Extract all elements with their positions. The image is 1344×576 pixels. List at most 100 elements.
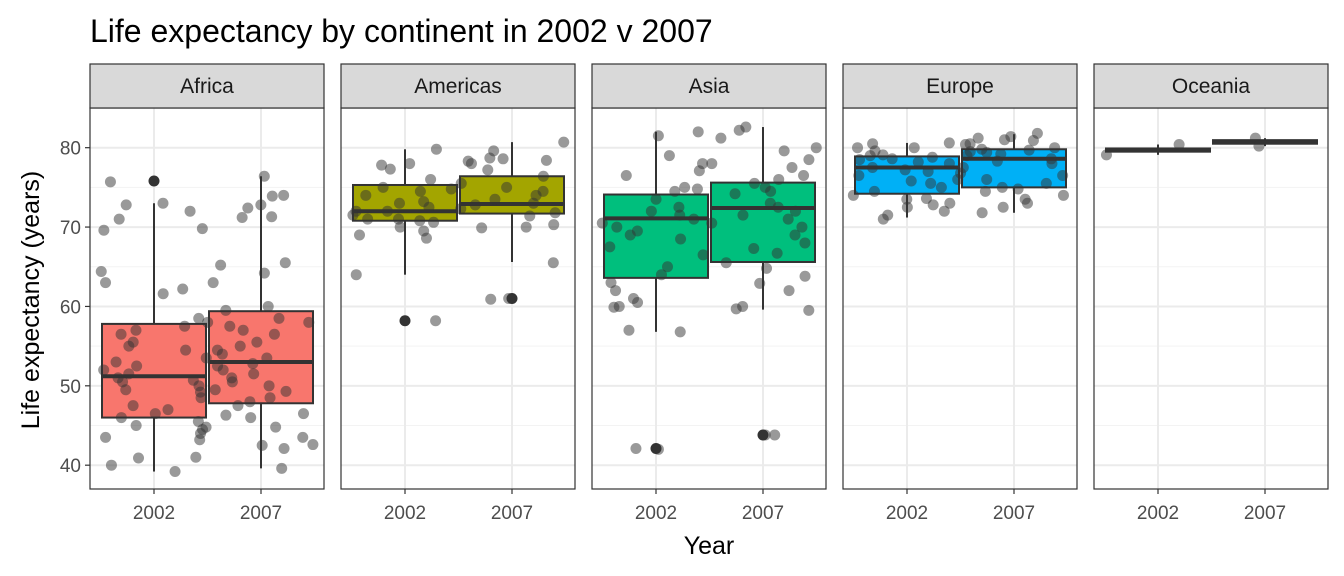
data-point <box>226 376 238 388</box>
data-point <box>376 159 388 171</box>
data-point <box>810 142 822 154</box>
x-tick-label: 2002 <box>133 503 175 524</box>
data-point <box>455 177 467 189</box>
x-tick-label: 2007 <box>240 503 282 524</box>
data-point <box>922 166 934 177</box>
data-point <box>242 202 254 214</box>
data-point <box>729 188 741 200</box>
data-point <box>194 434 206 446</box>
data-point <box>650 193 662 205</box>
x-tick-label: 2007 <box>742 503 784 524</box>
data-point <box>771 247 783 259</box>
data-point <box>675 233 687 245</box>
data-point <box>162 404 174 416</box>
data-point <box>420 232 432 244</box>
data-point <box>803 154 815 166</box>
data-point <box>1021 197 1033 209</box>
data-point <box>604 241 616 253</box>
data-point <box>303 316 315 328</box>
points-oceania-2007 <box>1249 132 1265 152</box>
data-point <box>783 285 795 297</box>
facet-panels: Africa 2002 2007 Americas 2002 2007 Asia 2002 20… <box>89 63 1329 524</box>
data-point <box>149 408 161 420</box>
data-point <box>925 177 937 189</box>
x-tick-label: 2002 <box>886 503 928 524</box>
data-point <box>220 409 232 421</box>
data-point <box>497 153 509 165</box>
facet-oceania: Oceania 2002 2007 <box>1093 63 1329 524</box>
data-point <box>258 170 270 182</box>
data-point <box>251 336 263 348</box>
data-point <box>377 181 389 193</box>
data-point <box>996 181 1008 193</box>
data-point <box>652 443 664 455</box>
data-point <box>901 193 913 205</box>
data-point <box>255 199 267 211</box>
data-point <box>216 348 228 360</box>
data-point <box>236 212 248 224</box>
points-europe-2007 <box>955 127 1069 219</box>
data-point <box>655 269 667 281</box>
data-point <box>692 126 704 138</box>
data-point <box>404 158 416 170</box>
data-point <box>620 169 632 181</box>
data-point <box>414 215 426 227</box>
data-point <box>520 221 532 233</box>
data-point <box>961 150 973 162</box>
data-point <box>959 139 971 151</box>
y-tick-label: 50 <box>60 377 81 398</box>
y-tick-label: 60 <box>60 297 81 318</box>
data-point <box>608 301 620 313</box>
data-point <box>769 429 781 441</box>
y-tick-label: 40 <box>60 456 81 477</box>
data-point <box>527 197 539 209</box>
data-point <box>688 213 700 225</box>
data-point <box>1046 158 1058 170</box>
data-point <box>268 328 280 340</box>
data-point <box>469 199 481 211</box>
data-point <box>115 328 127 340</box>
x-tick-label: 2007 <box>491 503 533 524</box>
data-point <box>778 145 790 157</box>
facet-africa: Africa 2002 2007 <box>89 63 325 524</box>
data-point <box>773 173 785 185</box>
data-point <box>110 356 122 368</box>
data-point <box>524 210 536 222</box>
data-point <box>901 201 913 213</box>
data-point <box>759 429 771 441</box>
data-point <box>877 149 889 161</box>
data-point <box>799 270 811 282</box>
data-point <box>798 169 810 181</box>
data-point <box>232 400 244 412</box>
data-point <box>100 431 112 443</box>
data-point <box>632 296 644 308</box>
data-point <box>105 459 117 471</box>
data-point <box>549 207 561 219</box>
data-point <box>548 219 560 231</box>
data-point <box>558 136 570 148</box>
data-point <box>645 205 657 217</box>
data-point <box>209 384 221 396</box>
data-point <box>360 189 372 201</box>
data-point <box>98 364 110 376</box>
data-point <box>104 176 116 188</box>
data-point <box>184 205 196 217</box>
data-point <box>674 209 686 221</box>
data-point <box>789 205 801 217</box>
data-point <box>425 173 437 185</box>
data-point <box>200 352 212 364</box>
data-point <box>691 183 703 195</box>
box-oceania-2007 <box>1212 138 1318 147</box>
data-point <box>674 326 686 338</box>
points-asia-2007 <box>706 121 822 441</box>
data-point <box>169 466 181 478</box>
data-point <box>1057 189 1069 201</box>
facet-strip-label: Oceania <box>1172 75 1251 98</box>
data-point <box>611 221 623 233</box>
data-point <box>362 213 374 225</box>
data-point <box>127 336 139 348</box>
data-point <box>123 368 135 380</box>
data-point <box>944 197 956 209</box>
data-point <box>596 217 608 229</box>
data-point <box>730 303 742 315</box>
